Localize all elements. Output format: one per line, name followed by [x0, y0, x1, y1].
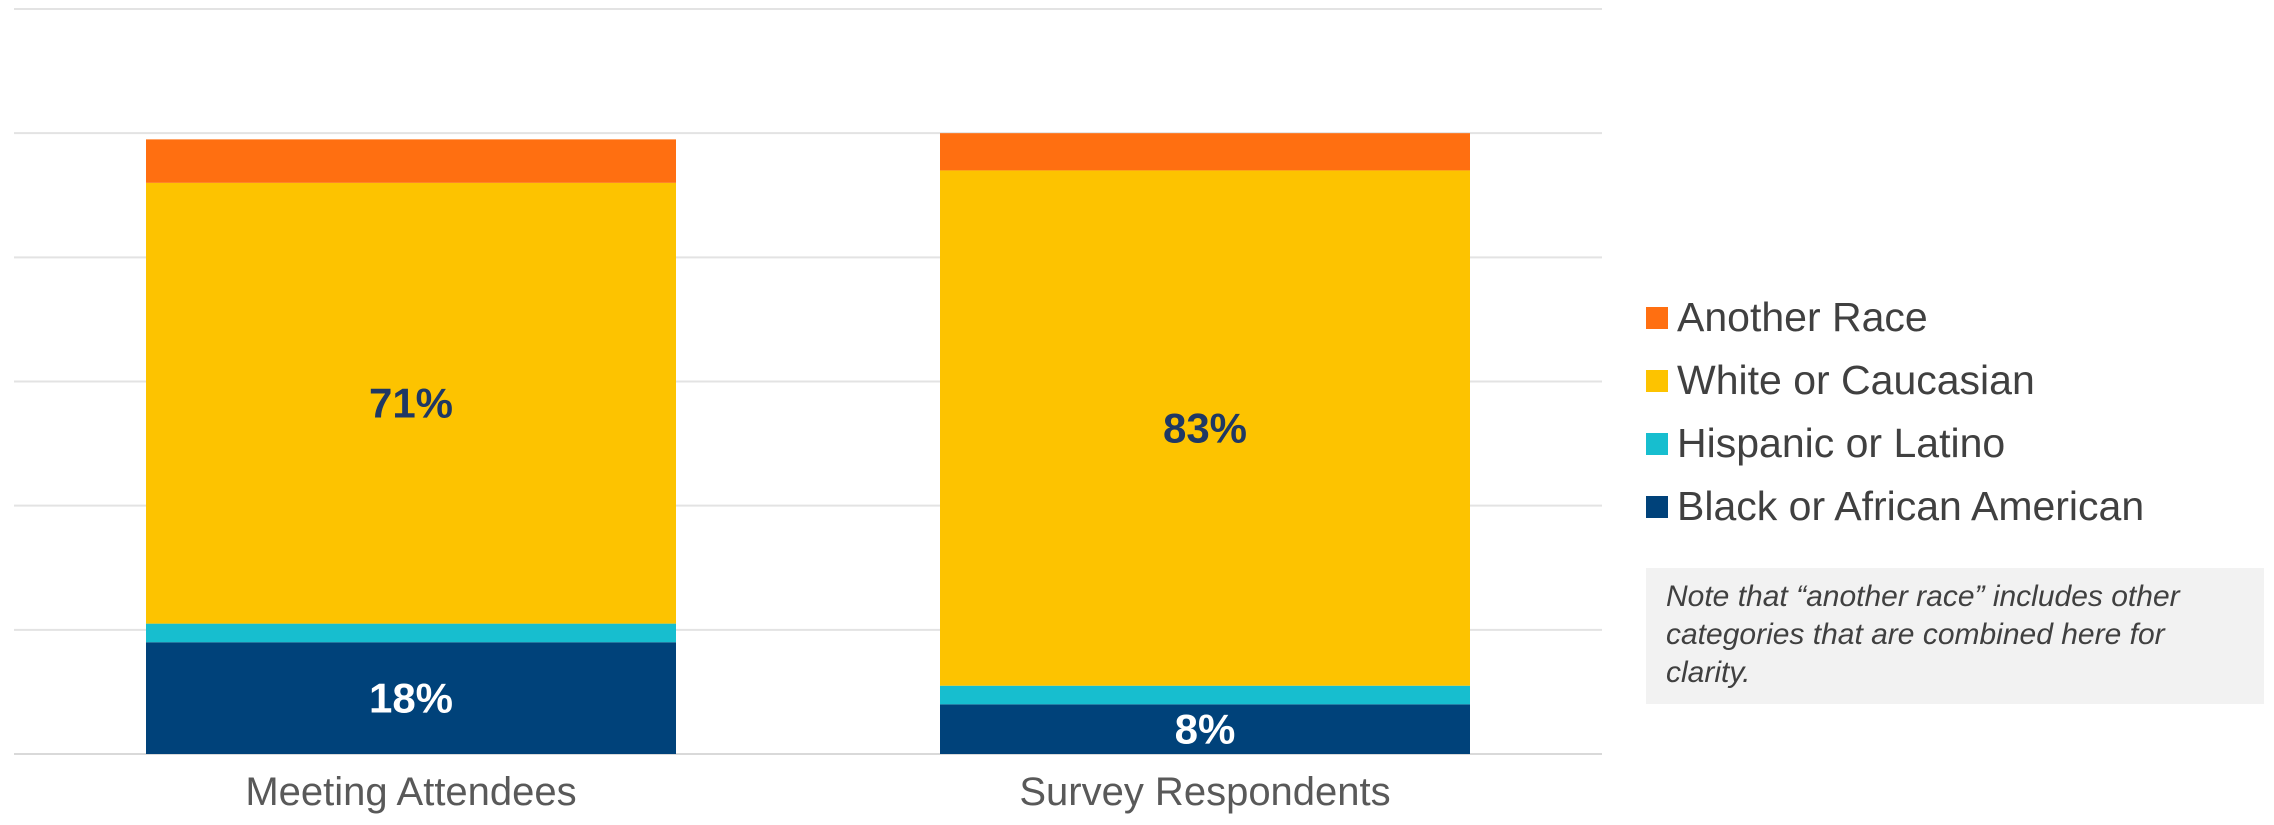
bar-segment-white-or-caucasian — [146, 182, 676, 624]
legend-label-another-race: Another Race — [1677, 294, 1928, 340]
legend-item-white: White or Caucasian — [1646, 349, 2144, 412]
legend-label-black: Black or African American — [1677, 483, 2145, 529]
bar-segment-hispanic-or-latino — [146, 623, 676, 643]
legend-item-another-race: Another Race — [1646, 286, 2144, 349]
legend-label-hispanic: Hispanic or Latino — [1677, 420, 2006, 466]
legend-swatch-hispanic — [1646, 432, 1668, 455]
legend-swatch-black — [1646, 495, 1668, 518]
legend-swatch-white — [1646, 369, 1668, 392]
category-label: Meeting Attendees — [245, 770, 576, 814]
note-box: Note that “another race” includes other … — [1646, 568, 2264, 704]
data-label: 8% — [1175, 706, 1236, 753]
data-label: 18% — [369, 675, 453, 722]
bar-segment-black-or-african-american — [940, 704, 1470, 754]
bar-segment-another-race — [940, 133, 1470, 171]
legend-item-hispanic: Hispanic or Latino — [1646, 412, 2144, 475]
bar-segment-white-or-caucasian — [940, 170, 1470, 686]
category-label: Survey Respondents — [1019, 770, 1390, 814]
data-label: 71% — [369, 380, 453, 427]
data-label: 83% — [1163, 405, 1247, 452]
legend-item-black: Black or African American — [1646, 475, 2144, 538]
note-text: Note that “another race” includes other … — [1666, 580, 2180, 689]
legend-swatch-another-race — [1646, 306, 1668, 329]
legend-label-white: White or Caucasian — [1677, 357, 2035, 403]
bar-segment-hispanic-or-latino — [940, 685, 1470, 705]
bar-segment-another-race — [146, 139, 676, 183]
bar-segment-black-or-african-american — [146, 642, 676, 754]
chart-legend: Another Race White or Caucasian Hispanic… — [1646, 286, 2144, 538]
